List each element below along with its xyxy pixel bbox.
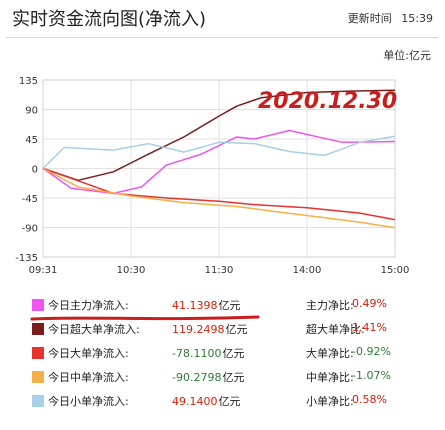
ratio-label: 超大单净比: xyxy=(306,323,365,336)
legend-row-main: 今日主力净流入: 41.1398亿元 主力净比: 0.49% xyxy=(0,294,445,316)
ratio-label: 主力净比: xyxy=(306,299,354,312)
series-line-super xyxy=(42,89,396,182)
legend-value-unit: 亿元 xyxy=(222,347,245,360)
legend-value-number: 41.1398 xyxy=(172,299,218,312)
legend-value: -78.1100亿元 xyxy=(172,345,244,361)
y-tick-label: -135 xyxy=(15,253,38,264)
y-tick-label: 0 xyxy=(32,165,38,176)
legend-swatch-large xyxy=(32,347,44,359)
legend-value-number: -78.1100 xyxy=(172,347,222,360)
header-divider xyxy=(6,37,438,38)
page-title: 实时资金流向图(净流入) xyxy=(12,9,207,30)
x-tick-label: 10:30 xyxy=(117,265,146,276)
ratio-label: 小单净比: xyxy=(306,395,354,408)
legend-swatch-medium xyxy=(32,371,44,383)
x-tick-label: 09:31 xyxy=(29,265,58,276)
y-tick-label: 90 xyxy=(25,106,38,117)
update-time: 更新时间 15:39 xyxy=(348,10,433,26)
legend-label: 今日中单净流入: xyxy=(48,371,129,384)
legend-value-unit: 亿元 xyxy=(222,371,245,384)
legend-swatch-super xyxy=(32,323,44,335)
update-time-value: 15:39 xyxy=(401,12,433,25)
handwritten-underline xyxy=(30,315,260,321)
legend-swatch-small xyxy=(32,395,44,407)
ratio-label: 大单净比: xyxy=(306,347,354,360)
ratio-label: 中单净比: xyxy=(306,371,354,384)
ratio-value: -0.92% xyxy=(352,345,391,358)
legend-label: 今日大单净流入: xyxy=(48,347,129,360)
ratio-value: 0.58% xyxy=(352,393,387,406)
ratio-value: -1.07% xyxy=(352,369,391,382)
unit-label: 单位:亿元 xyxy=(383,49,431,62)
legend-row-large: 今日大单净流入: -78.1100亿元 大单净比: -0.92% xyxy=(0,342,445,364)
legend-row-small: 今日小单净流入: 49.1400亿元 小单净比: 0.58% xyxy=(0,390,445,412)
money-flow-chart: 135 90 45 0 -45 -90 -135 09:31 10:30 11:30 14:00 1… xyxy=(15,76,410,276)
legend-value-number: 119.2498 xyxy=(172,323,225,336)
x-tick-label: 15:00 xyxy=(381,265,410,276)
y-tick-label: -45 xyxy=(22,194,38,205)
legend-value: 119.2498亿元 xyxy=(172,321,248,337)
legend-value-unit: 亿元 xyxy=(225,323,248,336)
y-tick-label: 45 xyxy=(25,135,38,146)
legend-label: 今日主力净流入: xyxy=(48,299,129,312)
legend-value: -90.2798亿元 xyxy=(172,369,244,385)
legend-label: 今日超大单净流入: xyxy=(48,323,140,336)
ratio-value: 0.49% xyxy=(352,297,387,310)
legend-value: 41.1398亿元 xyxy=(172,297,241,313)
legend-row-super: 今日超大单净流入: 119.2498亿元 超大单净比: 1.41% xyxy=(0,318,445,340)
legend-value-number: 49.1400 xyxy=(172,395,218,408)
series-line-main xyxy=(42,129,396,195)
x-tick-label: 11:30 xyxy=(205,265,234,276)
y-tick-label: -90 xyxy=(22,224,38,235)
ratio-value: 1.41% xyxy=(352,321,387,334)
series-line-medium xyxy=(42,167,396,229)
legend-swatch-main xyxy=(32,299,44,311)
handwritten-date-annotation: 2020.12.30 xyxy=(258,89,397,114)
x-tick-label: 14:00 xyxy=(293,265,322,276)
legend-value: 49.1400亿元 xyxy=(172,393,241,409)
y-tick-label: 135 xyxy=(19,76,38,87)
series-line-large xyxy=(42,167,396,221)
series-line-small xyxy=(42,135,396,170)
legend-value-unit: 亿元 xyxy=(218,395,241,408)
legend-value-unit: 亿元 xyxy=(218,299,241,312)
legend-row-medium: 今日中单净流入: -90.2798亿元 中单净比: -1.07% xyxy=(0,366,445,388)
header: 实时资金流向图(净流入) 更新时间 15:39 xyxy=(0,0,445,34)
update-time-label: 更新时间 xyxy=(347,12,392,25)
legend-value-number: -90.2798 xyxy=(172,371,222,384)
legend-label: 今日小单净流入: xyxy=(48,395,129,408)
